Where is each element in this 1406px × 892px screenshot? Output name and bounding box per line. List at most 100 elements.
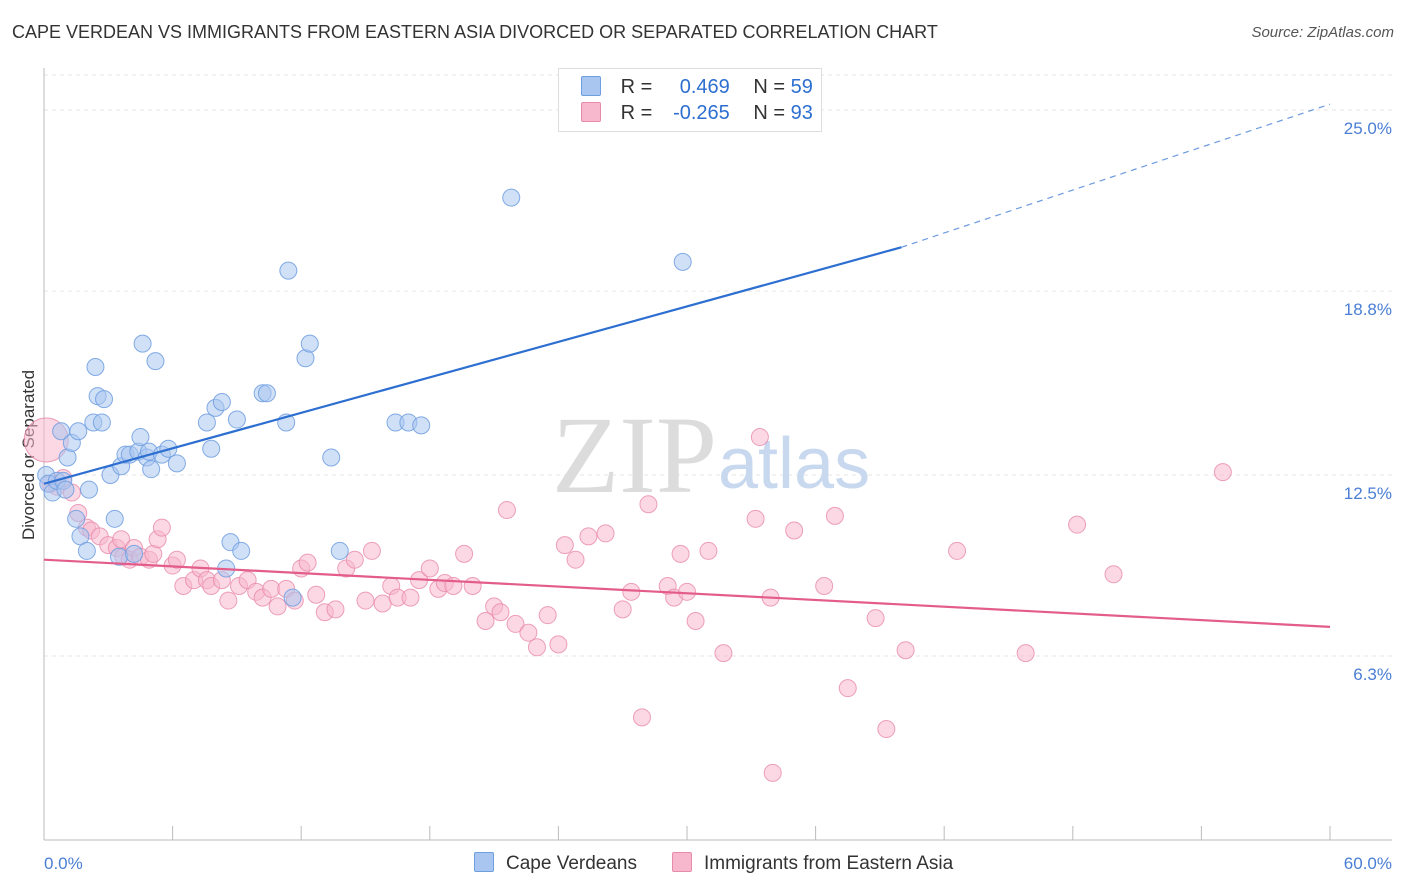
- data-point-cape-verdean: [142, 460, 161, 479]
- legend-row-pink: R = -0.265 N = 93: [581, 102, 813, 126]
- y-tick-labels: 6.3% 12.5% 18.8% 25.0%: [1344, 119, 1392, 684]
- legend-r-label: R =: [620, 102, 653, 124]
- data-point-eastern-asia: [476, 612, 495, 631]
- legend-r-value: -0.265: [673, 102, 730, 124]
- data-point-eastern-asia: [815, 576, 834, 595]
- data-point-cape-verdean: [232, 541, 251, 560]
- data-point-cape-verdean: [212, 393, 231, 412]
- data-point-eastern-asia: [1104, 565, 1123, 584]
- data-point-eastern-asia: [527, 638, 546, 657]
- data-point-cape-verdean: [69, 422, 88, 441]
- data-point-eastern-asia: [491, 603, 510, 622]
- series-blue-points: [37, 188, 692, 607]
- data-point-cape-verdean: [673, 252, 692, 271]
- data-point-eastern-asia: [420, 559, 439, 578]
- legend-n-value: 59: [790, 76, 813, 98]
- trend-lines: [43, 103, 1331, 628]
- data-point-eastern-asia: [307, 585, 326, 604]
- data-point-eastern-asia: [838, 679, 857, 698]
- data-point-eastern-asia: [268, 597, 287, 616]
- data-point-eastern-asia: [219, 591, 238, 610]
- trend-line-eastern-asia: [43, 558, 1331, 628]
- data-point-cape-verdean: [131, 428, 150, 447]
- data-point-cape-verdean: [202, 439, 221, 458]
- data-point-eastern-asia: [877, 720, 896, 739]
- data-point-eastern-asia: [714, 644, 733, 663]
- data-point-eastern-asia: [152, 518, 171, 537]
- data-point-eastern-asia: [401, 588, 420, 607]
- data-point-cape-verdean: [133, 334, 152, 353]
- watermark-atlas: atlas: [718, 424, 870, 504]
- data-point-cape-verdean: [322, 448, 341, 467]
- series-pink-points: [23, 417, 1232, 782]
- data-point-eastern-asia: [866, 609, 885, 628]
- data-point-cape-verdean: [80, 480, 99, 499]
- data-point-eastern-asia: [112, 530, 131, 549]
- data-point-eastern-asia: [566, 550, 585, 569]
- data-point-eastern-asia: [579, 527, 598, 546]
- data-point-cape-verdean: [257, 384, 276, 403]
- data-point-cape-verdean: [227, 410, 246, 429]
- data-point-eastern-asia: [763, 763, 782, 782]
- data-point-cape-verdean: [197, 413, 216, 432]
- bottom-legend-swatch-pink: [672, 852, 692, 872]
- y-tick-label: 25.0%: [1344, 119, 1392, 138]
- data-point-eastern-asia: [262, 579, 281, 598]
- legend-n-value: 93: [790, 102, 813, 124]
- data-point-eastern-asia: [506, 614, 525, 633]
- legend-n-label: N =: [753, 102, 786, 124]
- legend: R = 0.469 N = 59 R = -0.265 N = 93: [558, 68, 822, 132]
- data-point-cape-verdean: [95, 390, 114, 409]
- data-point-cape-verdean: [125, 544, 144, 563]
- data-point-eastern-asia: [699, 541, 718, 560]
- data-point-eastern-asia: [463, 576, 482, 595]
- bottom-legend-label: Cape Verdeans: [506, 853, 637, 874]
- data-point-eastern-asia: [686, 612, 705, 631]
- data-point-eastern-asia: [298, 553, 317, 572]
- data-point-cape-verdean: [300, 334, 319, 353]
- legend-n-label: N =: [753, 76, 786, 98]
- data-point-eastern-asia: [356, 591, 375, 610]
- data-point-eastern-asia: [750, 428, 769, 447]
- data-point-eastern-asia: [167, 550, 186, 569]
- legend-r-value: 0.469: [679, 76, 730, 98]
- data-point-cape-verdean: [412, 416, 431, 435]
- data-point-cape-verdean: [279, 261, 298, 280]
- data-point-eastern-asia: [549, 635, 568, 654]
- data-point-eastern-asia: [896, 641, 915, 660]
- data-point-eastern-asia: [373, 594, 392, 613]
- chart-title: CAPE VERDEAN VS IMMIGRANTS FROM EASTERN …: [12, 22, 938, 42]
- data-point-cape-verdean: [167, 454, 186, 473]
- watermark: ZIP atlas: [552, 394, 870, 516]
- bottom-legend-label: Immigrants from Eastern Asia: [704, 853, 954, 874]
- data-point-eastern-asia: [825, 506, 844, 525]
- data-point-eastern-asia: [785, 521, 804, 540]
- data-point-eastern-asia: [555, 536, 574, 555]
- bottom-legend-swatch-blue: [474, 852, 494, 872]
- bottom-legend-item-cape-verdeans: Cape Verdeans: [474, 852, 637, 875]
- data-point-cape-verdean: [86, 357, 105, 376]
- data-point-cape-verdean: [67, 509, 86, 528]
- chart-source: Source: ZipAtlas.com: [1251, 24, 1394, 41]
- data-point-eastern-asia: [671, 544, 690, 563]
- data-point-eastern-asia: [746, 509, 765, 528]
- legend-row-blue: R = 0.469 N = 59: [581, 76, 813, 100]
- data-point-eastern-asia: [613, 600, 632, 619]
- data-point-eastern-asia: [345, 550, 364, 569]
- data-point-eastern-asia: [948, 541, 967, 560]
- y-axis-title: Divorced or Separated: [19, 370, 38, 540]
- legend-r-label: R =: [620, 76, 653, 98]
- data-point-cape-verdean: [92, 413, 111, 432]
- trend-line-cape-verdeans-extension: [901, 103, 1331, 248]
- data-point-cape-verdean: [77, 541, 96, 560]
- x-tick-labels: 0.0% 60.0%: [44, 854, 1392, 873]
- legend-swatch-pink: [581, 102, 601, 122]
- data-point-eastern-asia: [622, 582, 641, 601]
- data-point-eastern-asia: [497, 501, 516, 520]
- data-point-eastern-asia: [1068, 515, 1087, 534]
- data-point-eastern-asia: [639, 495, 658, 514]
- data-point-eastern-asia: [1213, 463, 1232, 482]
- bottom-legend: Cape Verdeans Immigrants from Eastern As…: [0, 852, 1406, 878]
- gridlines: [44, 74, 1392, 657]
